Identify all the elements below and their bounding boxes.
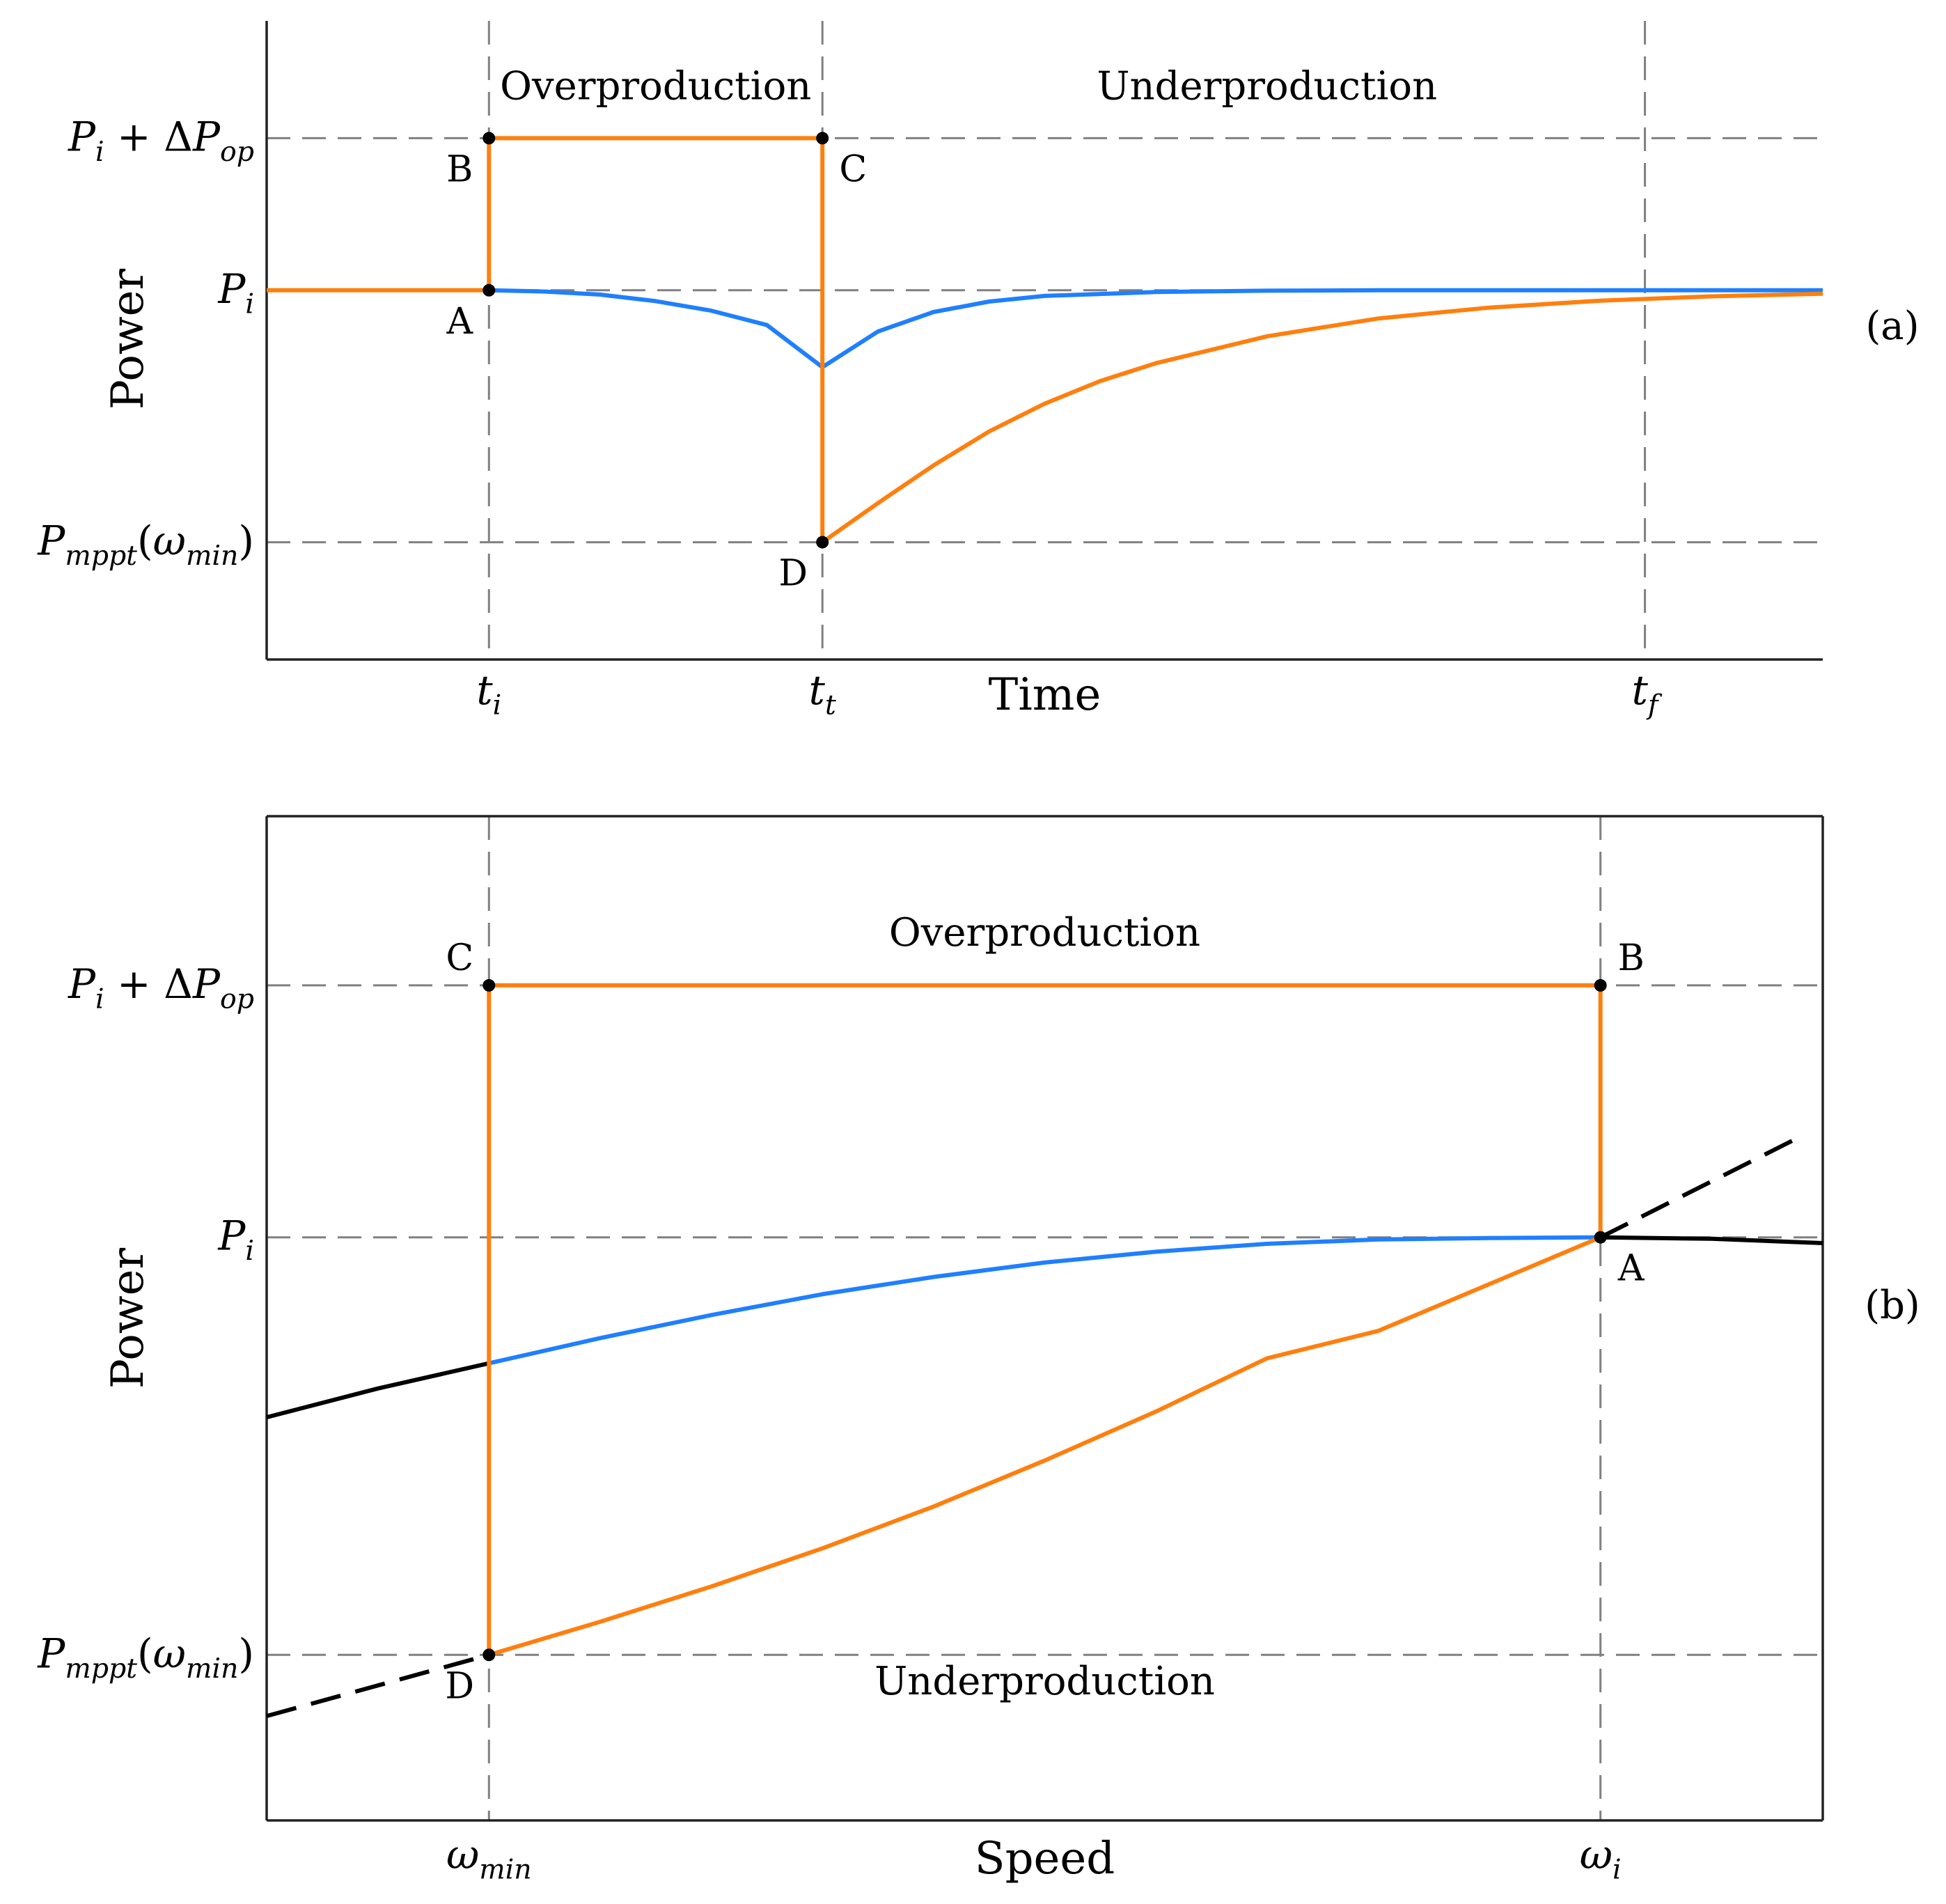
y-axis-label: Power: [102, 268, 154, 409]
x-tick-0-sub: min: [479, 1854, 531, 1886]
point-B: [482, 132, 496, 145]
y-tick-pmin-main: P: [37, 517, 65, 565]
y-tick-pmin: Pmppt(ωmin): [37, 517, 254, 572]
point-label-B: B: [1618, 937, 1645, 979]
y-tick-pi-main: P: [217, 265, 246, 313]
y-tick-pmin-main: P: [37, 1630, 65, 1677]
y-tick-pop-main: P: [68, 113, 96, 160]
x-tick-0: ti: [476, 666, 501, 721]
y-tick-pop-sub2: op: [220, 136, 254, 168]
region-label-1: Underproduction: [1097, 63, 1437, 109]
x-tick-1-main: t: [809, 666, 826, 714]
point-A: [1594, 1231, 1607, 1244]
region-label-0: Overproduction: [889, 910, 1200, 955]
y-tick-pop-rest2: P: [192, 113, 221, 160]
series-mechanical-power: [488, 1235, 1601, 1366]
y-tick-pmin-sub2: min: [186, 540, 238, 572]
point-label-B: B: [446, 148, 473, 190]
series-power-curve-right-: [1600, 1235, 1823, 1245]
series-mppt-curve: [266, 1653, 490, 1718]
point-D: [816, 536, 829, 549]
y-tick-pop-sub: i: [95, 136, 104, 168]
y-axis-label: Power: [102, 1247, 154, 1389]
y-tick-pop-main: P: [68, 960, 96, 1008]
panel-label-b: (b): [1865, 1283, 1920, 1328]
point-label-A: A: [446, 301, 474, 343]
y-tick-pmin-rest: (: [137, 1630, 153, 1677]
x-tick-2-main: t: [1632, 666, 1649, 714]
region-label-1: Underproduction: [874, 1659, 1215, 1704]
y-tick-pmin-rest2: ω: [153, 517, 186, 565]
x-tick-1-sub: i: [1612, 1854, 1622, 1886]
x-tick-0-main: ω: [446, 1831, 479, 1878]
x-axis-label: Time: [989, 669, 1101, 721]
series-electrical-power: [267, 136, 1823, 545]
point-label-D: D: [445, 1665, 474, 1707]
x-tick-1: ωi: [1580, 1831, 1622, 1886]
series-power-curve-left-: [266, 1361, 489, 1420]
y-tick-pmin-sub: mppt: [65, 540, 137, 572]
x-tick-0: ωmin: [446, 1831, 532, 1886]
y-tick-pop-sub2: op: [220, 983, 254, 1015]
x-tick-2-sub: f: [1646, 689, 1663, 721]
y-tick-pop-rest2: P: [192, 960, 221, 1008]
point-label-A: A: [1617, 1248, 1645, 1290]
point-A: [482, 283, 496, 297]
y-tick-pop-sub: i: [95, 983, 104, 1015]
point-D: [482, 1648, 496, 1662]
x-tick-1-main: ω: [1580, 1831, 1612, 1878]
y-tick-pmin-sub: mppt: [65, 1653, 137, 1685]
y-tick-pi: Pi: [217, 265, 254, 320]
point-C: [816, 132, 829, 145]
y-tick-pi-sub: i: [245, 1235, 254, 1267]
y-tick-pop: Pi + ΔPop: [68, 960, 254, 1015]
point-label-C: C: [446, 937, 473, 979]
y-tick-pi-main: P: [217, 1212, 246, 1260]
x-tick-2: tf: [1632, 666, 1663, 721]
point-label-D: D: [778, 553, 808, 595]
y-tick-pmin-sub2: min: [186, 1653, 238, 1685]
point-label-C: C: [839, 148, 867, 190]
x-tick-0-sub: i: [493, 689, 502, 721]
y-tick-pop-rest: + Δ: [104, 960, 193, 1008]
series-electrical-power: [487, 983, 1603, 1657]
y-tick-pmin-rest: (: [137, 517, 153, 565]
region-label-0: Overproduction: [500, 63, 811, 109]
x-tick-0-main: t: [476, 666, 493, 714]
x-axis-label: Speed: [975, 1833, 1115, 1885]
y-tick-pmin-tail: ): [238, 517, 254, 565]
y-tick-pi-sub: i: [245, 288, 254, 320]
series-mechanical-power: [489, 288, 1823, 370]
point-B: [1594, 978, 1607, 992]
y-tick-pmin: Pmppt(ωmin): [37, 1630, 254, 1685]
x-tick-1: tt: [809, 666, 836, 721]
y-tick-pop: Pi + ΔPop: [68, 113, 254, 168]
series-mppt-curve-upper-: [1599, 1134, 1802, 1240]
y-tick-pmin-rest2: ω: [153, 1630, 186, 1677]
x-tick-1-sub: t: [825, 689, 836, 721]
y-tick-pop-rest: + Δ: [104, 113, 193, 160]
panel-label-a: (a): [1865, 304, 1919, 349]
y-tick-pi: Pi: [217, 1212, 254, 1267]
point-C: [482, 978, 496, 992]
y-tick-pmin-tail: ): [238, 1630, 254, 1677]
